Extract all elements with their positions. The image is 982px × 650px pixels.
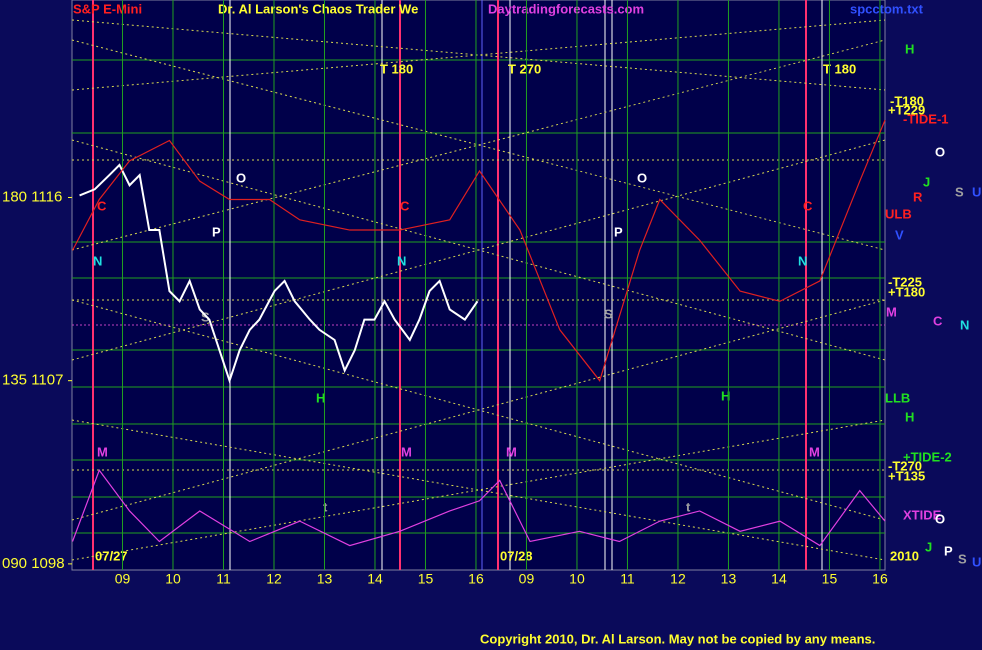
plot-area bbox=[71, 0, 886, 571]
x-tick-label: 15 bbox=[822, 571, 838, 587]
annotation: C bbox=[97, 198, 107, 213]
x-tick-label: 12 bbox=[670, 571, 686, 587]
series-line bbox=[79, 163, 479, 384]
annotation: T 180 bbox=[823, 61, 856, 76]
chart-title: Dr. Al Larson's Chaos Trader We bbox=[218, 1, 418, 16]
annotation: +T135 bbox=[888, 468, 925, 483]
annotation: C bbox=[933, 313, 943, 328]
annotation: -T180 bbox=[890, 93, 924, 108]
annotation: C bbox=[400, 198, 410, 213]
annotation: N bbox=[960, 317, 969, 332]
annotation: N bbox=[397, 253, 406, 268]
annotation: -T270 bbox=[888, 458, 922, 473]
y-tick-label: 135 1107 bbox=[2, 372, 63, 389]
x-tick-label: 16 bbox=[872, 571, 888, 587]
x-tick-label: 12 bbox=[266, 571, 282, 587]
site: Daytradingforecasts.com bbox=[488, 1, 644, 16]
annotation: P bbox=[944, 543, 953, 558]
annotation: T 270 bbox=[508, 61, 541, 76]
x-tick-label: 13 bbox=[721, 571, 737, 587]
y-tick-label: 090 1098 bbox=[2, 555, 65, 572]
annotation: P bbox=[212, 224, 221, 239]
annotation: J bbox=[923, 174, 930, 189]
annotation: M bbox=[401, 444, 412, 459]
date-label: 07/28 bbox=[500, 548, 533, 563]
x-tick-label: 09 bbox=[115, 571, 131, 587]
annotation: H bbox=[721, 388, 730, 403]
annotation: M bbox=[809, 444, 820, 459]
annotation: N bbox=[798, 253, 807, 268]
annotation: O bbox=[935, 511, 945, 526]
series-line bbox=[71, 119, 886, 382]
annotation: J bbox=[925, 539, 932, 554]
annotation: H bbox=[905, 41, 914, 56]
annotation: -TIDE-1 bbox=[903, 111, 949, 126]
annotation: LLB bbox=[885, 390, 910, 405]
annotation: S bbox=[955, 184, 964, 199]
y-tick-label: 180 1116 bbox=[2, 188, 62, 205]
x-tick-label: 14 bbox=[367, 571, 383, 587]
annotation: +T229 bbox=[888, 102, 925, 117]
copyright: Copyright 2010, Dr. Al Larson. May not b… bbox=[480, 631, 875, 646]
annotation: +TIDE-2 bbox=[903, 449, 952, 464]
annotation: S bbox=[958, 551, 967, 566]
decor bbox=[71, 0, 886, 570]
annotation: t bbox=[323, 499, 328, 514]
annotation: H bbox=[905, 409, 914, 424]
annotation: t bbox=[686, 499, 691, 514]
x-tick-label: 11 bbox=[216, 571, 231, 587]
x-tick-label: 13 bbox=[317, 571, 333, 587]
annotation: N bbox=[93, 253, 102, 268]
instrument: S&P E-Mini bbox=[73, 1, 142, 16]
x-tick-label: 16 bbox=[468, 571, 484, 587]
series-line bbox=[71, 469, 886, 547]
file-name: spcctom.txt bbox=[850, 1, 924, 16]
annotation: XTIDE bbox=[903, 507, 942, 522]
annotation: -T225 bbox=[888, 274, 922, 289]
x-tick-label: 11 bbox=[620, 571, 635, 587]
annotation: T 180 bbox=[380, 61, 413, 76]
annotation: M bbox=[506, 444, 517, 459]
x-tick-label: 10 bbox=[569, 571, 585, 587]
annotation: U bbox=[972, 184, 981, 199]
x-tick-label: 10 bbox=[165, 571, 181, 587]
annotation: R bbox=[913, 189, 923, 204]
annotation: M bbox=[886, 304, 897, 319]
annotations: T 180 T 270 T 180 H -T180 +T229 -TIDE-1 … bbox=[93, 41, 981, 569]
annotation: H bbox=[316, 390, 325, 405]
annotation: O bbox=[935, 144, 945, 159]
x-tick-label: 09 bbox=[519, 571, 535, 587]
annotation: O bbox=[236, 170, 246, 185]
annotation: U bbox=[972, 554, 981, 569]
year-label: 2010 bbox=[890, 548, 919, 563]
annotation: V bbox=[895, 227, 904, 242]
x-tick-label: 15 bbox=[418, 571, 434, 587]
annotation: O bbox=[637, 170, 647, 185]
annotation: C bbox=[803, 198, 813, 213]
annotation: M bbox=[97, 444, 108, 459]
annotation: P bbox=[614, 224, 623, 239]
date-label: 07/27 bbox=[95, 548, 128, 563]
annotation: +T180 bbox=[888, 284, 925, 299]
x-tick-label: 14 bbox=[771, 571, 787, 587]
annotation: S bbox=[604, 306, 613, 321]
annotation: ULB bbox=[885, 206, 912, 221]
